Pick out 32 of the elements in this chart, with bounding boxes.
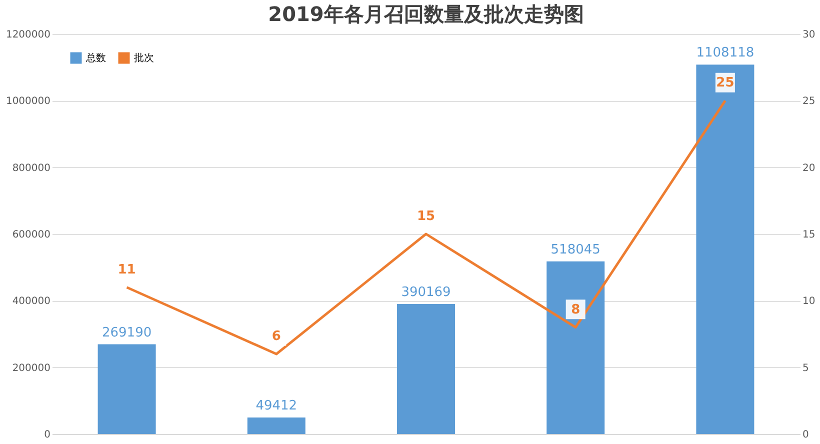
legend-label: 批次 (134, 52, 154, 64)
data-label: 25 (716, 76, 734, 91)
data-label: 518045 (550, 242, 600, 258)
y-tick-label: 1000000 (6, 96, 50, 108)
y-tick-label: 0 (44, 430, 50, 440)
bar (247, 418, 306, 434)
y2-tick-label: 30 (802, 30, 816, 40)
y2-tick-label: 20 (802, 162, 816, 174)
bar (397, 304, 455, 434)
legend-label: 总数 (85, 52, 106, 64)
data-label: 11 (118, 262, 136, 278)
bar (546, 261, 605, 434)
y-tick-label: 400000 (12, 296, 50, 308)
data-label: 8 (571, 302, 580, 318)
chart-title: 2019年各月召回数量及批次走势图 (268, 2, 584, 26)
y2-tick-label: 25 (802, 96, 816, 108)
y-tick-label: 800000 (12, 162, 50, 174)
data-label: 49412 (256, 398, 298, 414)
y-tick-label: 600000 (12, 230, 50, 240)
data-label: 15 (416, 209, 436, 224)
y2-tick-label: 10 (802, 296, 816, 308)
data-label: 269190 (102, 325, 152, 340)
y2-tick-label: 15 (802, 230, 816, 240)
y-tick-label: 200000 (12, 362, 50, 374)
y2-tick-label: 0 (802, 430, 809, 440)
data-label: 1108118 (696, 46, 754, 61)
data-label: 390169 (401, 284, 451, 300)
y2-tick-label: 5 (802, 362, 809, 374)
data-label: 6 (272, 329, 281, 344)
y-tick-label: 1200000 (6, 30, 50, 40)
bar (98, 344, 156, 434)
bar (696, 64, 754, 434)
